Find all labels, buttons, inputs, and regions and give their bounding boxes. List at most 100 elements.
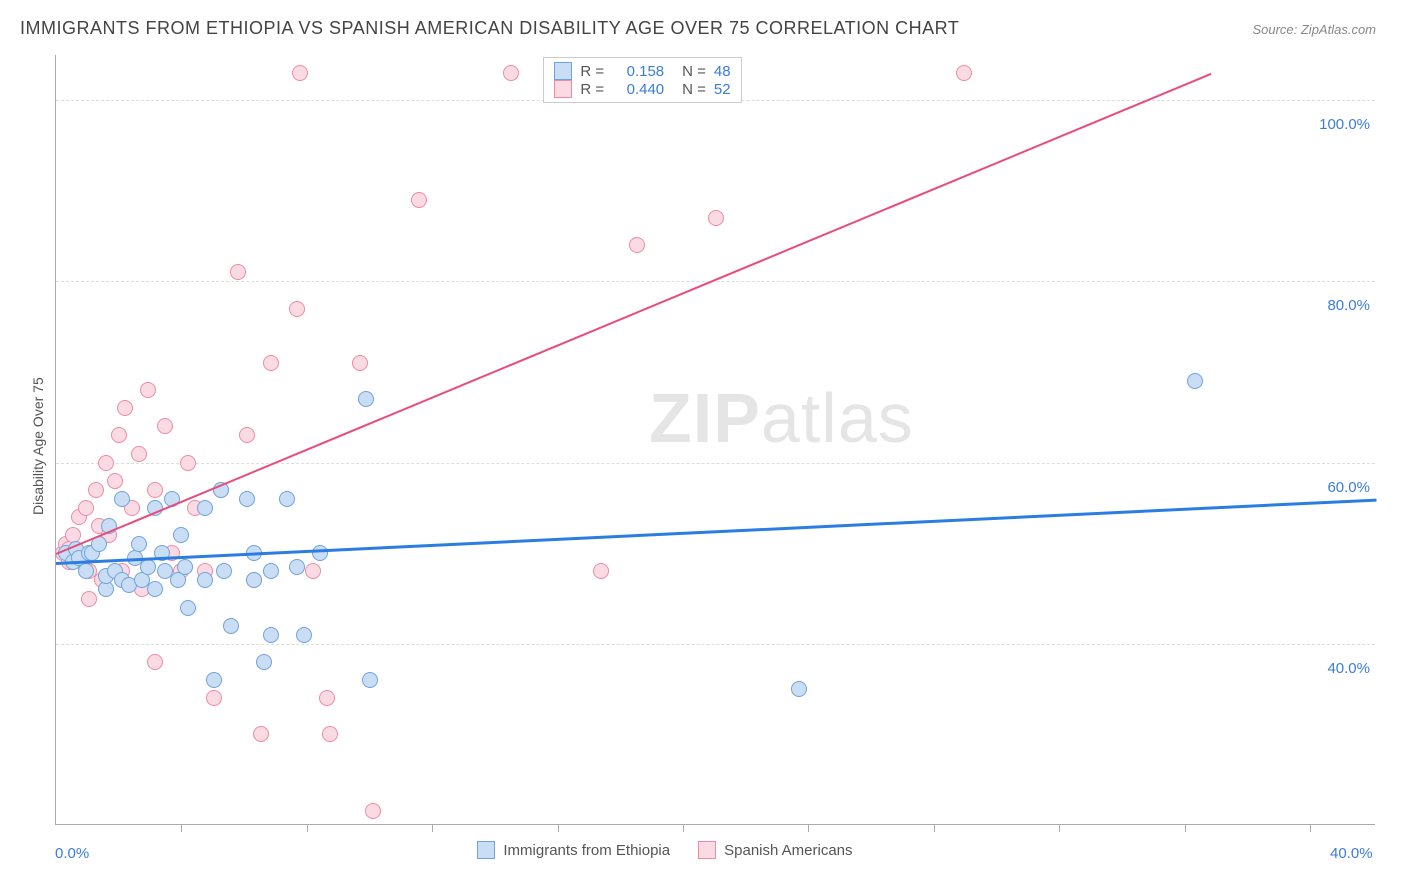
gridline — [56, 644, 1375, 645]
data-point — [81, 591, 97, 607]
data-point — [206, 672, 222, 688]
data-point — [279, 491, 295, 507]
data-point — [117, 400, 133, 416]
data-point — [263, 627, 279, 643]
data-point — [593, 563, 609, 579]
data-point — [352, 355, 368, 371]
legend-r-value: 0.158 — [612, 63, 664, 80]
trend-line — [56, 73, 1212, 555]
legend-swatch — [698, 841, 716, 859]
data-point — [197, 500, 213, 516]
legend-r-prefix: R = — [580, 63, 604, 80]
legend-item: Immigrants from Ethiopia — [477, 841, 670, 859]
data-point — [263, 563, 279, 579]
x-tick-mark — [683, 824, 684, 832]
data-point — [362, 672, 378, 688]
data-point — [319, 690, 335, 706]
data-point — [88, 482, 104, 498]
legend-item: Spanish Americans — [698, 841, 852, 859]
data-point — [956, 65, 972, 81]
data-point — [157, 418, 173, 434]
data-point — [180, 600, 196, 616]
data-point — [223, 618, 239, 634]
legend-n-prefix: N = — [682, 81, 706, 98]
data-point — [216, 563, 232, 579]
legend-n-prefix: N = — [682, 63, 706, 80]
data-point — [629, 237, 645, 253]
legend-row: R = 0.158 N = 48 — [554, 62, 730, 80]
legend-label: Spanish Americans — [724, 842, 852, 859]
data-point — [246, 572, 262, 588]
data-point — [358, 391, 374, 407]
data-point — [78, 500, 94, 516]
data-point — [791, 681, 807, 697]
y-tick-label: 40.0% — [1310, 660, 1370, 677]
data-point — [708, 210, 724, 226]
x-tick-mark — [808, 824, 809, 832]
data-point — [253, 726, 269, 742]
data-point — [147, 654, 163, 670]
legend-swatch — [477, 841, 495, 859]
data-point — [177, 559, 193, 575]
data-point — [173, 527, 189, 543]
data-point — [256, 654, 272, 670]
data-point — [98, 455, 114, 471]
y-axis-title: Disability Age Over 75 — [30, 377, 46, 515]
legend-r-prefix: R = — [580, 81, 604, 98]
legend-n-value: 52 — [714, 81, 731, 98]
data-point — [292, 65, 308, 81]
data-point — [147, 482, 163, 498]
data-point — [140, 559, 156, 575]
data-point — [263, 355, 279, 371]
data-point — [239, 427, 255, 443]
x-tick-label: 0.0% — [55, 845, 89, 862]
legend-row: R = 0.440 N = 52 — [554, 80, 730, 98]
y-tick-label: 100.0% — [1310, 116, 1370, 133]
data-point — [365, 803, 381, 819]
legend-label: Immigrants from Ethiopia — [503, 842, 670, 859]
data-point — [111, 427, 127, 443]
data-point — [289, 559, 305, 575]
data-point — [239, 491, 255, 507]
data-point — [197, 572, 213, 588]
data-point — [411, 192, 427, 208]
data-point — [1187, 373, 1203, 389]
gridline — [56, 463, 1375, 464]
series-legend: Immigrants from Ethiopia Spanish American… — [477, 841, 852, 859]
data-point — [114, 491, 130, 507]
legend-n-value: 48 — [714, 63, 731, 80]
gridline — [56, 281, 1375, 282]
x-tick-mark — [1185, 824, 1186, 832]
data-point — [206, 690, 222, 706]
y-tick-label: 60.0% — [1310, 479, 1370, 496]
source-credit: Source: ZipAtlas.com — [1252, 22, 1376, 37]
data-point — [305, 563, 321, 579]
data-point — [289, 301, 305, 317]
trend-line — [56, 499, 1376, 565]
data-point — [230, 264, 246, 280]
x-tick-mark — [934, 824, 935, 832]
data-point — [147, 581, 163, 597]
plot-area — [55, 55, 1375, 825]
legend-swatch — [554, 62, 572, 80]
chart-title: IMMIGRANTS FROM ETHIOPIA VS SPANISH AMER… — [20, 18, 959, 39]
data-point — [78, 563, 94, 579]
data-point — [312, 545, 328, 561]
x-tick-mark — [432, 824, 433, 832]
data-point — [180, 455, 196, 471]
legend-r-value: 0.440 — [612, 81, 664, 98]
x-tick-mark — [558, 824, 559, 832]
data-point — [131, 446, 147, 462]
x-tick-mark — [307, 824, 308, 832]
x-tick-label: 40.0% — [1330, 845, 1373, 862]
x-tick-mark — [1310, 824, 1311, 832]
data-point — [322, 726, 338, 742]
x-tick-mark — [1059, 824, 1060, 832]
x-tick-mark — [181, 824, 182, 832]
y-tick-label: 80.0% — [1310, 297, 1370, 314]
data-point — [296, 627, 312, 643]
correlation-legend: R = 0.158 N = 48 R = 0.440 N = 52 — [543, 57, 741, 103]
data-point — [503, 65, 519, 81]
legend-swatch — [554, 80, 572, 98]
data-point — [140, 382, 156, 398]
